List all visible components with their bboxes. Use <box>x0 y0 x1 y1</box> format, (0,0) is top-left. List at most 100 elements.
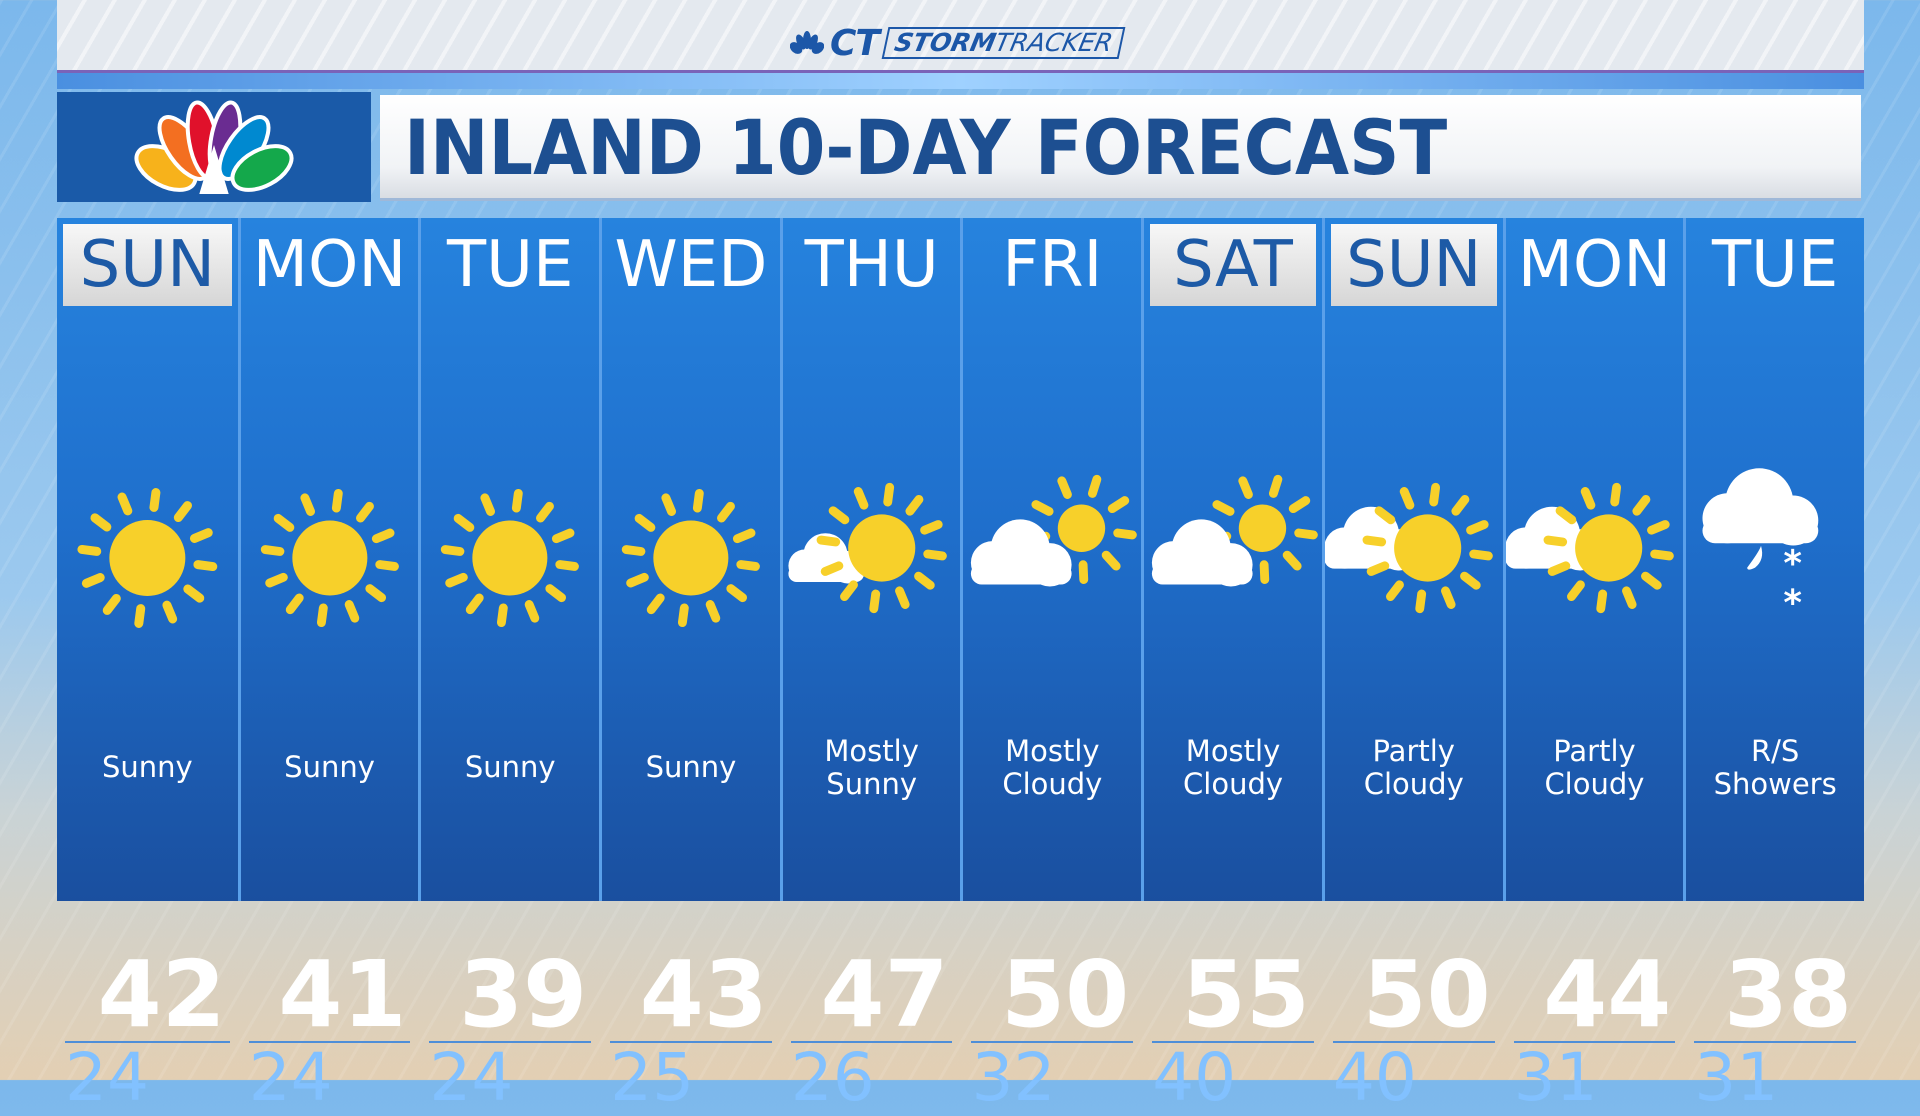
low-temp: 26 <box>790 1039 875 1116</box>
condition-line: Cloudy <box>1363 767 1464 801</box>
temp-divider <box>1152 1041 1314 1043</box>
condition-text: Sunny <box>57 751 238 784</box>
sunny-icon <box>421 478 599 638</box>
condition-text: Partly Cloudy <box>1506 735 1684 801</box>
title-bar: INLAND 10-DAY FORECAST <box>380 95 1861 201</box>
nbc-logo-box <box>57 92 371 202</box>
brand-ct: CT <box>830 22 880 64</box>
condition-line: Sunny <box>101 750 193 784</box>
condition-text: Sunny <box>602 751 780 784</box>
day-label: SUN <box>1330 224 1497 306</box>
brand-storm: STORM <box>892 28 999 57</box>
high-temp: 50 <box>1362 941 1491 1048</box>
forecast-panel: SUN Sunny 42 24 MON Sunny 41 24 TUE Sunn… <box>57 218 1864 1116</box>
condition-text: R/S Showers <box>1686 735 1864 801</box>
condition-line: Partly <box>1553 734 1636 768</box>
low-temp: 40 <box>1152 1039 1237 1116</box>
sunny-icon <box>602 478 780 638</box>
temp-divider <box>790 1041 953 1043</box>
condition-line: Mostly <box>1185 734 1281 768</box>
rain-snow-showers-icon: * * <box>1686 458 1864 618</box>
condition-text: Mostly Cloudy <box>1144 735 1322 801</box>
condition-line: Showers <box>1713 767 1837 801</box>
condition-text: Mostly Cloudy <box>963 735 1141 801</box>
high-temp: 38 <box>1723 941 1852 1048</box>
condition-line: Sunny <box>826 767 917 801</box>
page-title: INLAND 10-DAY FORECAST <box>404 103 1448 192</box>
condition-line: Cloudy <box>1544 767 1645 801</box>
nbc-peacock-icon <box>134 100 294 194</box>
day-label: TUE <box>1711 228 1839 302</box>
day-label: THU <box>804 228 939 302</box>
day-label: SAT <box>1150 224 1316 306</box>
peacock-icon <box>790 31 824 54</box>
low-temp: 32 <box>971 1039 1056 1116</box>
day-label: FRI <box>1002 228 1103 302</box>
forecast-day-column: SUN Partly Cloudy 50 40 <box>1321 218 1503 1116</box>
low-temp: 24 <box>248 1039 333 1116</box>
low-temp: 25 <box>610 1039 695 1116</box>
banner-glow-divider <box>57 73 1864 89</box>
day-label: MON <box>1517 228 1672 302</box>
brand-tracker: TRACKER <box>992 28 1116 57</box>
forecast-day-column: TUE Sunny 39 24 <box>418 218 599 1116</box>
forecast-day-column: MON Sunny 41 24 <box>237 218 419 1116</box>
sunny-icon <box>57 478 238 638</box>
condition-line: Mostly <box>824 734 919 768</box>
temp-divider <box>429 1041 592 1043</box>
condition-text: Sunny <box>421 751 599 784</box>
high-temp: 43 <box>639 941 768 1048</box>
forecast-day-column: WED Sunny 43 25 <box>599 218 780 1116</box>
temp-divider <box>971 1041 1134 1043</box>
top-banner <box>57 0 1864 73</box>
temp-divider <box>610 1041 772 1043</box>
day-label: SUN <box>63 224 232 306</box>
high-temp: 41 <box>278 941 407 1048</box>
forecast-day-column: SAT Mostly Cloudy 55 40 <box>1141 218 1322 1116</box>
temp-divider <box>1332 1041 1495 1043</box>
mostly-cloudy-icon <box>1144 468 1322 628</box>
forecast-day-column: MON Partly Cloudy 44 31 <box>1502 218 1684 1116</box>
svg-text:*: * <box>1784 583 1803 618</box>
condition-line: Mostly <box>1005 734 1100 768</box>
forecast-day-column: TUE * * R/S Showers 38 31 <box>1683 218 1864 1116</box>
condition-line: Sunny <box>284 750 375 784</box>
low-temp: 24 <box>65 1039 149 1116</box>
temp-divider <box>65 1041 230 1043</box>
day-label: WED <box>614 228 768 302</box>
partly-cloudy-icon <box>1505 468 1684 628</box>
svg-text:*: * <box>1784 544 1803 585</box>
temp-divider <box>248 1041 411 1043</box>
condition-line: Cloudy <box>1183 767 1284 801</box>
condition-line: Sunny <box>645 750 737 784</box>
condition-text: Mostly Sunny <box>783 735 961 801</box>
high-temp: 50 <box>1001 941 1130 1048</box>
forecast-day-column: SUN Sunny 42 24 <box>57 218 238 1116</box>
brand-stormtracker: STORMTRACKER <box>881 27 1126 59</box>
high-temp: 39 <box>459 941 588 1048</box>
mostly-sunny-icon <box>783 468 961 628</box>
condition-line: Sunny <box>464 750 556 784</box>
high-temp: 42 <box>97 941 226 1048</box>
sunny-icon <box>241 478 419 638</box>
low-temp: 31 <box>1513 1039 1598 1116</box>
condition-line: Cloudy <box>1002 767 1103 801</box>
high-temp: 44 <box>1543 941 1672 1048</box>
mostly-cloudy-icon <box>963 468 1141 628</box>
low-temp: 31 <box>1694 1039 1779 1116</box>
low-temp: 40 <box>1332 1039 1417 1116</box>
condition-text: Partly Cloudy <box>1325 735 1503 801</box>
forecast-day-column: THU Mostly Sunny 47 26 <box>779 218 961 1116</box>
condition-line: Partly <box>1372 734 1455 768</box>
high-temp: 55 <box>1181 941 1310 1048</box>
low-temp: 24 <box>429 1039 514 1116</box>
day-label: TUE <box>447 228 574 302</box>
condition-line: R/S <box>1750 734 1800 768</box>
stormtracker-logo: CT STORMTRACKER <box>790 23 1126 64</box>
high-temp: 47 <box>820 941 949 1048</box>
day-label: MON <box>252 228 407 302</box>
partly-cloudy-icon <box>1324 468 1503 628</box>
temp-divider <box>1694 1041 1856 1043</box>
temp-divider <box>1513 1041 1676 1043</box>
condition-text: Sunny <box>241 751 419 784</box>
